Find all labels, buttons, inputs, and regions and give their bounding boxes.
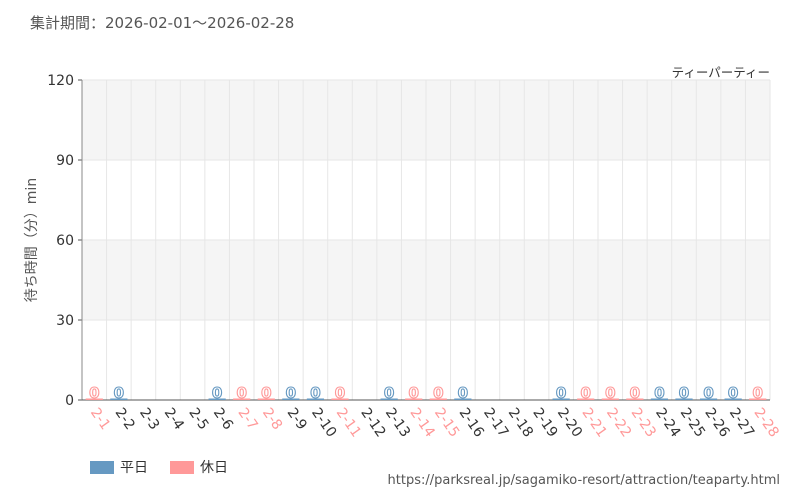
x-tick-label-2-3: 2-3 xyxy=(136,405,162,433)
bar-2-15 xyxy=(429,398,447,400)
value-label-2-16: 0 xyxy=(458,384,468,402)
x-tick-label-2-13: 2-13 xyxy=(382,405,413,440)
bar-2-27 xyxy=(724,398,742,400)
value-label-2-14: 0 xyxy=(408,384,418,402)
x-tick-label-2-1: 2-1 xyxy=(87,405,113,433)
value-label-2-25: 0 xyxy=(679,384,689,402)
value-label-2-2: 0 xyxy=(114,384,124,402)
bars xyxy=(85,398,767,400)
bar-2-7 xyxy=(233,398,251,400)
x-tick-label-2-25: 2-25 xyxy=(677,405,708,440)
legend-item-weekday[interactable]: 平日 xyxy=(90,457,148,477)
x-tick-label-2-22: 2-22 xyxy=(603,405,634,440)
value-label-2-23: 0 xyxy=(630,384,640,402)
value-label-2-6: 0 xyxy=(212,384,222,402)
value-label-2-21: 0 xyxy=(580,384,590,402)
bar-2-24 xyxy=(650,398,669,400)
x-tick-label-2-15: 2-15 xyxy=(431,405,462,440)
value-label-2-27: 0 xyxy=(728,384,738,402)
x-tick-label-2-27: 2-27 xyxy=(726,405,757,440)
x-tick-labels: 2-12-22-32-42-52-62-72-82-92-102-112-122… xyxy=(87,405,782,440)
value-label-2-9: 0 xyxy=(286,384,296,402)
value-label-2-20: 0 xyxy=(556,384,566,402)
x-tick-label-2-21: 2-21 xyxy=(578,405,609,440)
x-tick-label-2-10: 2-10 xyxy=(308,405,339,440)
value-label-2-8: 0 xyxy=(261,384,271,402)
y-tick-label: 90 xyxy=(56,153,74,169)
legend-item-holiday[interactable]: 休日 xyxy=(170,457,228,477)
x-tick-label-2-28: 2-28 xyxy=(750,405,781,440)
x-tick-label-2-7: 2-7 xyxy=(234,405,260,433)
y-tick-labels: 0 30 60 90 120 xyxy=(47,73,74,409)
legend-swatch-weekday xyxy=(90,460,114,474)
value-label-2-1: 0 xyxy=(89,384,99,402)
x-tick-label-2-16: 2-16 xyxy=(456,405,487,440)
y-tick-label: 30 xyxy=(56,313,74,329)
bar-2-8 xyxy=(257,398,275,400)
x-tick-label-2-11: 2-11 xyxy=(333,405,364,440)
bar-2-11 xyxy=(331,398,349,400)
value-label-2-7: 0 xyxy=(236,384,246,402)
legend-swatch-holiday xyxy=(170,460,194,474)
bar-2-16 xyxy=(454,398,472,400)
value-label-2-26: 0 xyxy=(703,384,713,402)
value-label-2-22: 0 xyxy=(605,384,615,402)
bar-2-23 xyxy=(626,398,644,400)
x-tick-label-2-2: 2-2 xyxy=(112,405,138,433)
x-tick-label-2-19: 2-19 xyxy=(529,405,560,440)
x-tick-label-2-23: 2-23 xyxy=(628,405,659,440)
bar-2-28 xyxy=(749,398,767,400)
attraction-name: ティーパーティー xyxy=(671,65,770,80)
y-tick-label: 60 xyxy=(56,233,74,249)
x-tick-label-2-20: 2-20 xyxy=(554,405,585,440)
value-label-2-10: 0 xyxy=(310,384,320,402)
bar-2-13 xyxy=(380,398,398,400)
y-tick-label: 120 xyxy=(47,73,74,89)
bar-2-2 xyxy=(110,398,128,400)
y-tick-label: 0 xyxy=(65,393,74,409)
bar-2-6 xyxy=(208,398,226,400)
x-tick-label-2-9: 2-9 xyxy=(284,405,310,433)
legend-label-weekday: 平日 xyxy=(120,460,148,476)
value-label-2-13: 0 xyxy=(384,384,394,402)
x-tick-label-2-18: 2-18 xyxy=(505,405,536,440)
value-label-2-11: 0 xyxy=(335,384,345,402)
bar-2-14 xyxy=(405,398,423,400)
x-tick-label-2-26: 2-26 xyxy=(701,405,732,440)
legend-label-holiday: 休日 xyxy=(200,460,228,476)
x-tick-label-2-8: 2-8 xyxy=(259,405,285,433)
x-tick-label-2-17: 2-17 xyxy=(480,405,511,440)
x-tick-label-2-5: 2-5 xyxy=(185,405,211,433)
x-tick-label-2-6: 2-6 xyxy=(210,405,236,433)
bar-2-1 xyxy=(85,398,103,400)
bar-2-21 xyxy=(577,398,595,400)
bar-2-20 xyxy=(552,398,570,400)
x-tick-label-2-14: 2-14 xyxy=(406,405,437,440)
bar-2-25 xyxy=(675,398,693,400)
bar-2-10 xyxy=(306,398,325,400)
value-label-2-28: 0 xyxy=(752,384,762,402)
x-tick-label-2-4: 2-4 xyxy=(161,405,187,433)
bar-2-22 xyxy=(601,398,619,400)
x-tick-label-2-12: 2-12 xyxy=(357,405,388,440)
bar-2-9 xyxy=(282,398,300,400)
source-url[interactable]: https://parksreal.jp/sagamiko-resort/att… xyxy=(387,473,780,488)
value-label-2-24: 0 xyxy=(654,384,664,402)
bar-2-26 xyxy=(699,398,718,400)
legend: 平日 休日 xyxy=(90,457,228,477)
value-label-2-15: 0 xyxy=(433,384,443,402)
collection-period: 集計期間：2026-02-01～2026-02-28 xyxy=(30,14,295,32)
x-tick-label-2-24: 2-24 xyxy=(652,405,683,440)
